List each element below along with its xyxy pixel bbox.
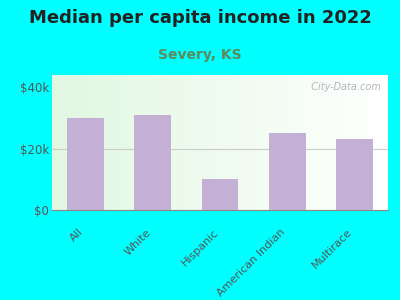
Bar — [202, 179, 238, 210]
Text: Hispanic: Hispanic — [179, 227, 220, 268]
Text: American Indian: American Indian — [216, 227, 287, 298]
Bar — [269, 133, 306, 210]
Text: Multirace: Multirace — [311, 227, 354, 271]
Text: Median per capita income in 2022: Median per capita income in 2022 — [28, 9, 372, 27]
Text: Severy, KS: Severy, KS — [158, 48, 242, 62]
Bar — [336, 140, 373, 210]
Text: City-Data.com: City-Data.com — [306, 82, 381, 92]
Text: White: White — [123, 227, 153, 257]
Text: All: All — [69, 227, 86, 244]
Bar — [134, 115, 171, 210]
Bar — [67, 118, 104, 210]
